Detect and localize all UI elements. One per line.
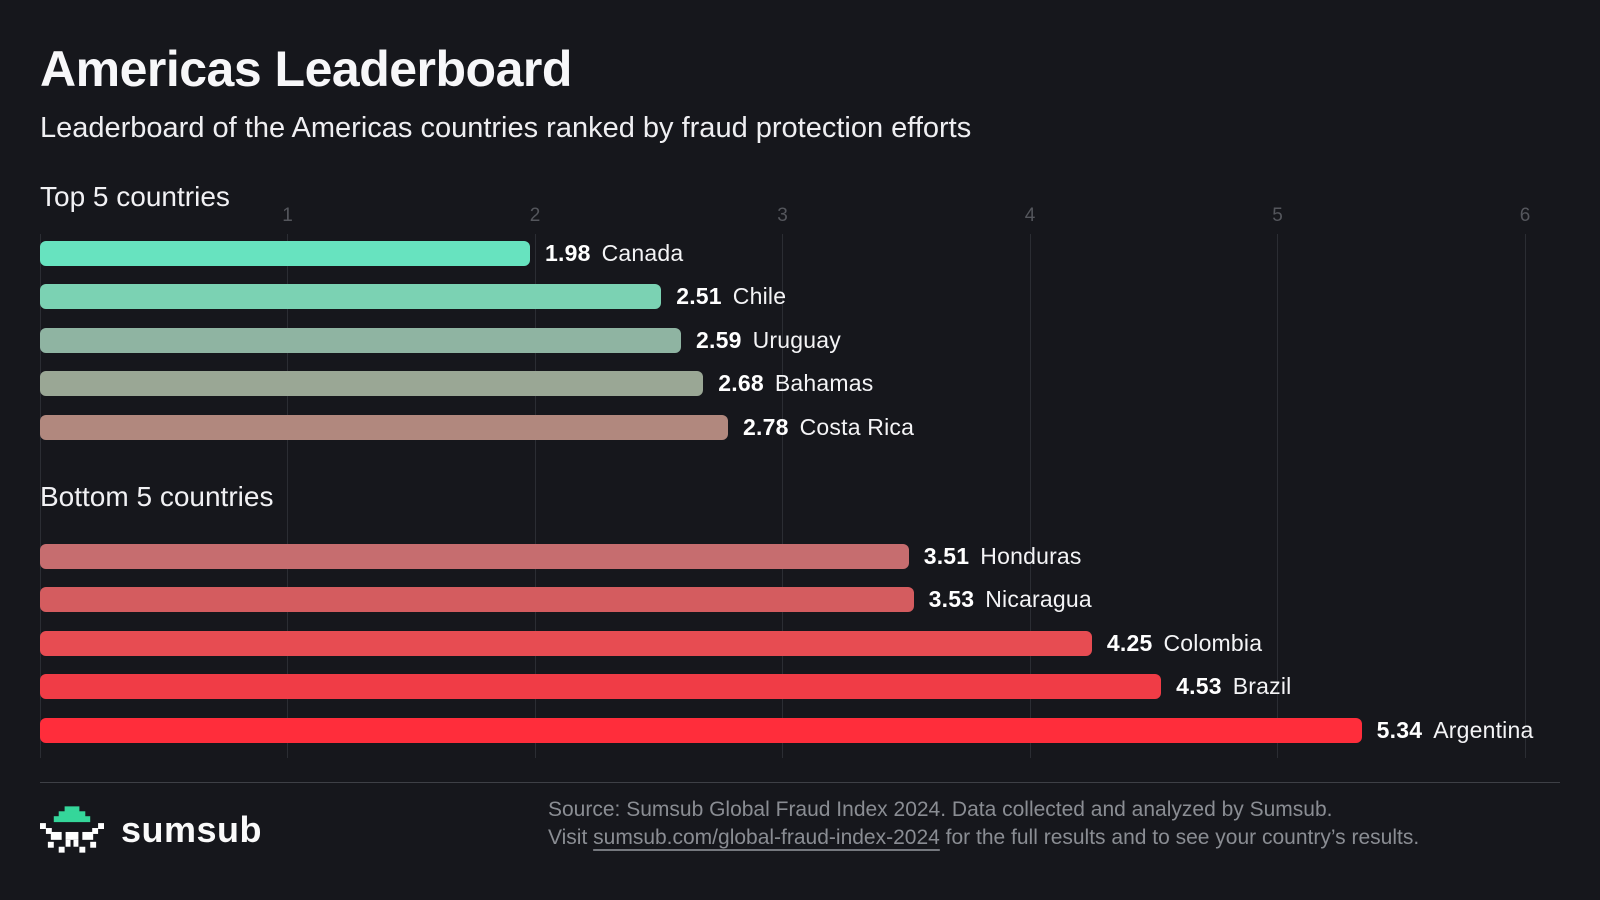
gridline (287, 234, 288, 758)
bar-country-label: Brazil (1232, 673, 1292, 700)
bar-row-label: 3.51 Honduras (923, 543, 1082, 569)
bar-value: 4.25 (1106, 629, 1153, 656)
source-text: Source: Sumsub Global Fraud Index 2024. … (548, 796, 1419, 852)
fraud-index-link[interactable]: sumsub.com/global-fraud-index-2024 (593, 826, 940, 849)
bar-row-label: 3.53 Nicaragua (928, 586, 1092, 613)
bar (40, 241, 531, 266)
bar (40, 630, 1092, 656)
bar-value: 2.78 (743, 413, 789, 440)
x-tick-label: 1 (282, 205, 293, 226)
bar-value: 2.51 (676, 283, 722, 310)
x-tick-label: 6 (1519, 205, 1531, 226)
bar (40, 674, 1162, 700)
visit-prefix: Visit (548, 826, 594, 849)
bar (40, 284, 662, 310)
visit-suffix: for the full results and to see your cou… (939, 826, 1420, 849)
page-subtitle: Leaderboard of the Americas countries ra… (40, 112, 972, 144)
gridline (1524, 234, 1526, 758)
gridline (39, 234, 41, 758)
sumsub-wordmark: sumsub (121, 808, 263, 850)
bar (40, 717, 1362, 743)
bar-value: 3.53 (928, 586, 975, 613)
bar-country-label: Bahamas (774, 370, 874, 397)
gridline (782, 234, 783, 758)
sumsub-logo-icon (40, 806, 104, 853)
bar-country-label: Chile (732, 283, 787, 310)
x-tick-label: 5 (1272, 205, 1283, 226)
bar-row-label: 5.34 Argentina (1376, 716, 1534, 743)
bar-country-label: Nicaragua (985, 586, 1092, 613)
section-title-top5: Top 5 countries (40, 181, 230, 212)
bar-row-label: 4.53 Brazil (1176, 673, 1292, 700)
bar-country-label: Costa Rica (799, 413, 915, 440)
bar-row-label: 2.51 Chile (676, 283, 787, 310)
bar-value: 1.98 (545, 240, 591, 266)
bar (40, 414, 729, 440)
sumsub-logo: sumsub (40, 806, 262, 853)
bar-value: 3.51 (923, 543, 970, 569)
bar-row-label: 1.98 Canada (545, 240, 684, 266)
bar-row-label: 2.68 Bahamas (718, 370, 874, 397)
bar-country-label: Honduras (980, 543, 1082, 569)
bar-value: 2.59 (696, 326, 742, 353)
bar-value: 4.53 (1176, 673, 1222, 700)
gridline (1029, 234, 1031, 758)
bar-country-label: Canada (601, 240, 684, 266)
bar (40, 587, 914, 613)
bar-country-label: Colombia (1163, 629, 1263, 656)
bar (40, 327, 682, 353)
source-line-1: Source: Sumsub Global Fraud Index 2024. … (548, 796, 1419, 824)
bar-value: 2.68 (718, 370, 764, 397)
bar-row-label: 2.78 Costa Rica (743, 413, 915, 440)
section-title-bottom5: Bottom 5 countries (40, 481, 274, 512)
source-line-2: Visit sumsub.com/global-fraud-index-2024… (548, 824, 1419, 852)
gridline (1277, 234, 1278, 758)
bar-country-label: Argentina (1433, 716, 1534, 743)
bar-row-label: 2.59 Uruguay (696, 326, 841, 353)
bar-row-label: 4.25 Colombia (1106, 629, 1263, 656)
bar-country-label: Uruguay (752, 326, 841, 353)
gridline (534, 234, 536, 758)
footer-divider (40, 782, 1560, 783)
bar-value: 5.34 (1376, 716, 1423, 743)
page-title: Americas Leaderboard (40, 41, 572, 97)
x-tick-label: 2 (529, 205, 541, 226)
source-line-1-text: Source: Sumsub Global Fraud Index 2024. … (548, 798, 1333, 821)
bar (40, 371, 704, 397)
x-tick-label: 4 (1024, 205, 1036, 226)
bar (40, 544, 909, 569)
x-tick-label: 3 (777, 205, 788, 226)
